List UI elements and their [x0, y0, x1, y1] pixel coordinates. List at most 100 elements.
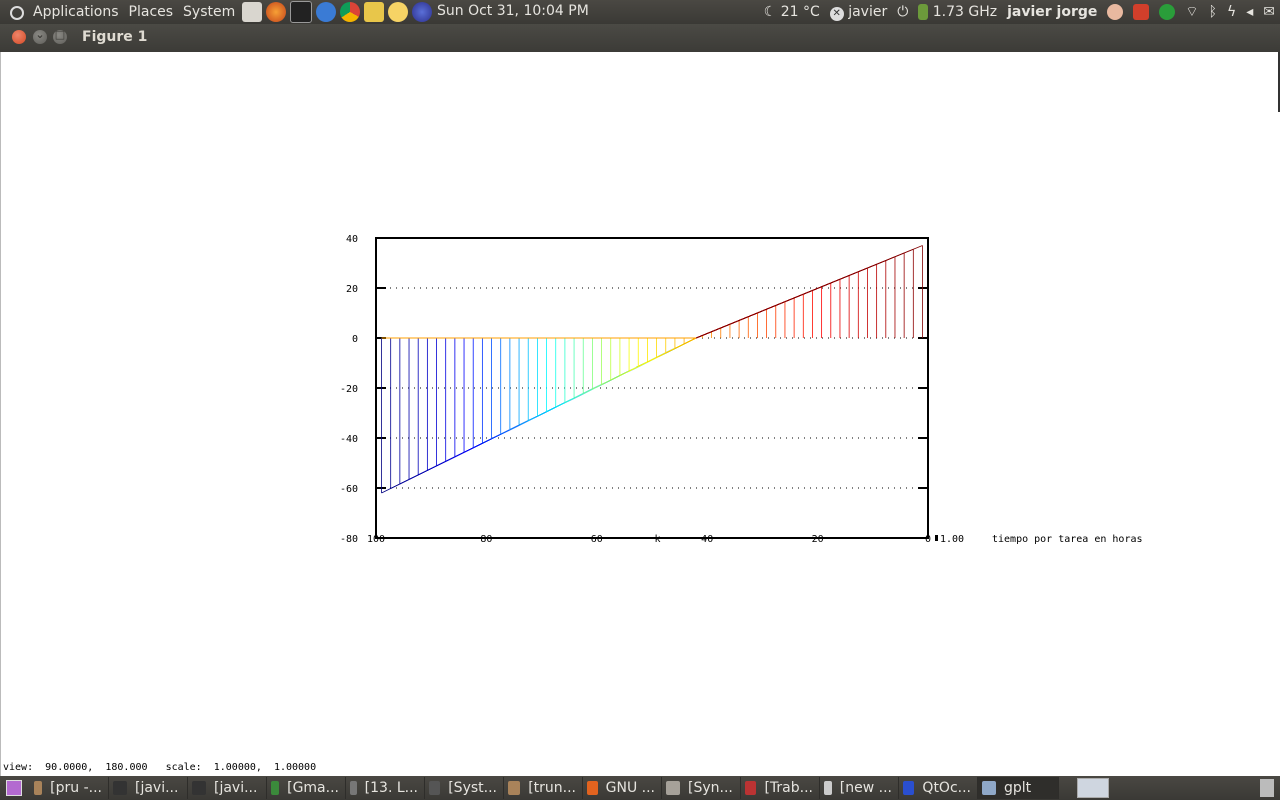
chat-user: javier: [848, 3, 888, 20]
window-title: Figure 1: [82, 29, 148, 45]
close-icon[interactable]: [12, 30, 26, 44]
monitor-icon: [429, 781, 441, 795]
mail-icon[interactable]: ✉: [1263, 4, 1275, 20]
show-desktop-icon[interactable]: [6, 780, 22, 796]
taskbar-item[interactable]: [Syst...: [425, 777, 504, 799]
taskbar-item[interactable]: gplt: [978, 777, 1059, 799]
taskbar-item[interactable]: [javi...: [109, 777, 188, 799]
y-tick-label: -60: [340, 484, 358, 495]
scale-value: 1.00000, 1.00000: [213, 762, 317, 773]
taskbar-item[interactable]: [Trab...: [741, 777, 820, 799]
task-list: [pru -... [javi... [javi... [Gma... [13. L..…: [30, 777, 1059, 799]
terminal-icon: [113, 781, 127, 795]
taskbar-item[interactable]: [Gma...: [267, 777, 346, 799]
x-tick-label: 100: [367, 534, 385, 545]
y-tick-label: 40: [346, 234, 358, 245]
taskbar-item[interactable]: [new ...: [820, 777, 899, 799]
x-tick-label: 0: [925, 534, 931, 545]
launcher-bar: [240, 1, 434, 23]
clock[interactable]: Sun Oct 31, 10:04 PM: [437, 3, 589, 19]
help-icon[interactable]: [316, 2, 337, 22]
minimize-icon[interactable]: ⌄: [33, 28, 47, 44]
taskbar-item-label: gplt: [1004, 780, 1032, 796]
pidgin-icon[interactable]: [388, 2, 409, 22]
window-titlebar[interactable]: ⌄ □ Figure 1: [0, 24, 1280, 52]
qtoctave-icon: [903, 781, 915, 795]
taskbar-item-label: [Gma...: [287, 780, 339, 796]
scrollbar[interactable]: [1278, 52, 1280, 112]
x-axis-label: tiempo por tarea en horas: [992, 534, 1143, 545]
taskbar: [pru -... [javi... [javi... [Gma... [13. L..…: [0, 776, 1280, 800]
taskbar-item[interactable]: [javi...: [188, 777, 267, 799]
volume-icon[interactable]: ◂: [1246, 4, 1254, 20]
y-tick-label: -40: [340, 434, 358, 445]
figure-canvas[interactable]: 40 20 0 -20 -40 -60 -80 100 80 60 40 20 0 k 1.00 tiempo…: [0, 52, 1279, 776]
film-icon: [350, 781, 357, 795]
axis-extra-label: 1.00: [940, 534, 964, 545]
taskbar-item-label: GNU ...: [605, 780, 655, 796]
weather-temp: 21 °C: [780, 4, 820, 20]
workspace-switcher[interactable]: [1077, 778, 1109, 798]
user-icon[interactable]: [1107, 4, 1124, 20]
taskbar-item[interactable]: QtOc...: [899, 777, 978, 799]
taskbar-item[interactable]: [13. L...: [346, 777, 425, 799]
top-panel: Applications Places System Sun Oct 31, 1…: [0, 0, 1280, 24]
gedit-icon[interactable]: [242, 2, 263, 22]
y-tick-label: 20: [346, 284, 358, 295]
applications-menu[interactable]: Applications: [33, 4, 119, 20]
bluetooth-icon[interactable]: ᛒ: [1208, 4, 1217, 20]
wifi-icon[interactable]: ⌔: [1185, 4, 1199, 20]
taskbar-item-label: [Trab...: [764, 780, 813, 796]
chat-status[interactable]: ✕ javier: [829, 3, 888, 21]
maximize-icon[interactable]: □: [53, 28, 67, 44]
x-tick-label: 60: [591, 534, 603, 545]
flag-icon[interactable]: [1159, 4, 1176, 20]
x-marker-label: k: [655, 534, 661, 545]
series-line: [696, 245, 923, 339]
text-editor-icon: [824, 781, 832, 795]
taskbar-item-label: [Syst...: [448, 780, 497, 796]
terminal-icon: [192, 781, 206, 795]
status-line: view: 90.0000, 180.000 scale: 1.00000, 1…: [3, 762, 316, 773]
taskbar-item-label: [javi...: [214, 780, 258, 796]
pdf-icon: [745, 781, 757, 795]
firefox-icon: [587, 781, 598, 795]
y-tick-label: 0: [352, 334, 358, 345]
taskbar-item-label: [trun...: [528, 780, 576, 796]
offline-icon: ✕: [829, 6, 844, 21]
battery-icon[interactable]: ϟ: [1226, 4, 1237, 20]
cpu-icon: [918, 4, 929, 20]
places-menu[interactable]: Places: [128, 4, 174, 20]
taskbar-item-label: QtOc...: [922, 780, 971, 796]
terminal-icon[interactable]: [290, 1, 313, 23]
ubuntu-logo-icon[interactable]: [8, 4, 24, 20]
cpu-freq: 1.73 GHz: [932, 4, 998, 20]
package-icon: [666, 781, 680, 795]
taskbar-item-label: [new ...: [839, 780, 892, 796]
folder-icon: [508, 781, 521, 795]
scale-label: scale:: [165, 762, 202, 773]
x-tick-label: 80: [480, 534, 492, 545]
firefox-icon[interactable]: [266, 2, 287, 22]
trash-icon[interactable]: [1260, 779, 1274, 797]
taskbar-item[interactable]: [trun...: [504, 777, 583, 799]
chrome-icon[interactable]: [340, 2, 361, 22]
cpu-indicator[interactable]: 1.73 GHz: [918, 4, 997, 20]
eclipse-icon[interactable]: [412, 2, 433, 22]
axis-marker: [935, 535, 938, 541]
taskbar-item[interactable]: GNU ...: [583, 777, 662, 799]
taskbar-item[interactable]: [Syn...: [662, 777, 741, 799]
taskbar-item-label: [javi...: [135, 780, 179, 796]
power-icon[interactable]: ⏻: [897, 4, 909, 20]
taskbar-item-label: [13. L...: [364, 780, 418, 796]
shutdown-icon[interactable]: [1133, 4, 1150, 20]
chrome-icon: [271, 781, 280, 795]
weather-indicator[interactable]: ☾ 21 °C: [764, 4, 820, 20]
taskbar-item-label: [Syn...: [688, 780, 733, 796]
system-menu[interactable]: System: [183, 4, 236, 20]
taskbar-item-label: [pru -...: [50, 780, 102, 796]
user-name[interactable]: javier jorge: [1007, 4, 1098, 20]
taskbar-item[interactable]: [pru -...: [30, 777, 109, 799]
calc-icon[interactable]: [364, 2, 385, 22]
x-tick-label: 40: [701, 534, 713, 545]
